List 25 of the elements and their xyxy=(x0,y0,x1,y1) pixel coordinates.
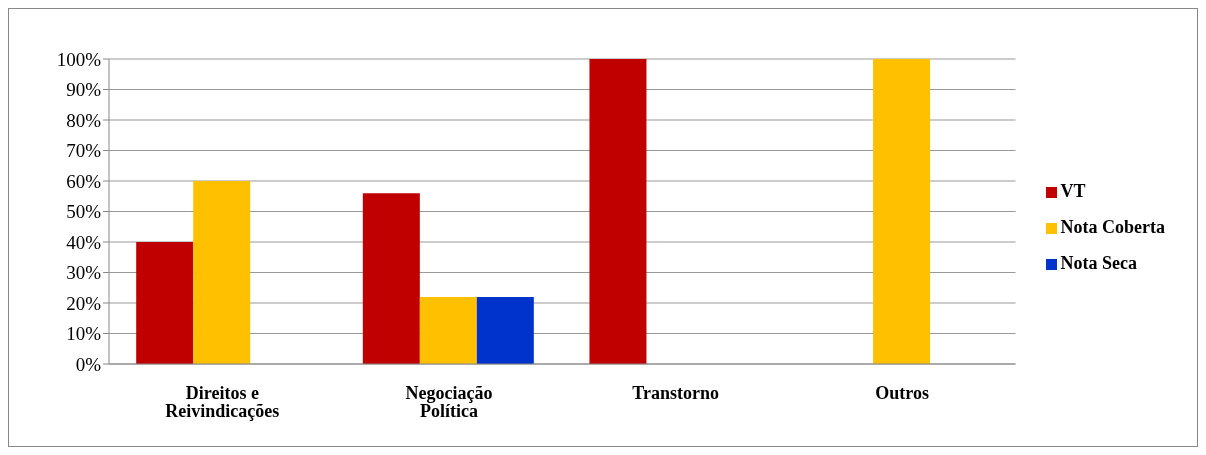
x-tick-label: Direitos e Reivindicações xyxy=(165,382,280,421)
bar xyxy=(873,59,931,364)
y-tick-label: 10% xyxy=(66,323,102,345)
y-tick-label: 90% xyxy=(66,79,102,101)
y-tick-label: 80% xyxy=(66,109,102,131)
x-tick-label: Transtorno xyxy=(632,382,719,403)
legend-label: Nota Coberta xyxy=(1060,216,1165,237)
bar xyxy=(362,193,420,364)
x-tick-label: Outros xyxy=(875,382,930,403)
x-tick-label: Negociação Política xyxy=(405,382,493,421)
y-tick-label: 40% xyxy=(66,231,102,253)
y-tick-label: 0% xyxy=(75,353,102,375)
y-tick-label: 30% xyxy=(66,262,102,284)
bar xyxy=(476,296,534,364)
y-tick-label: 60% xyxy=(66,170,102,192)
y-tick-label: 20% xyxy=(66,292,102,314)
bar xyxy=(193,181,251,364)
bar xyxy=(136,242,194,364)
y-tick-label: 100% xyxy=(56,48,102,70)
bar xyxy=(589,59,647,364)
legend-label: Nota Seca xyxy=(1060,252,1137,273)
legend-label: VT xyxy=(1060,180,1086,201)
y-tick-label: 70% xyxy=(66,140,102,162)
y-tick-label: 50% xyxy=(66,201,102,223)
bar xyxy=(419,296,477,364)
